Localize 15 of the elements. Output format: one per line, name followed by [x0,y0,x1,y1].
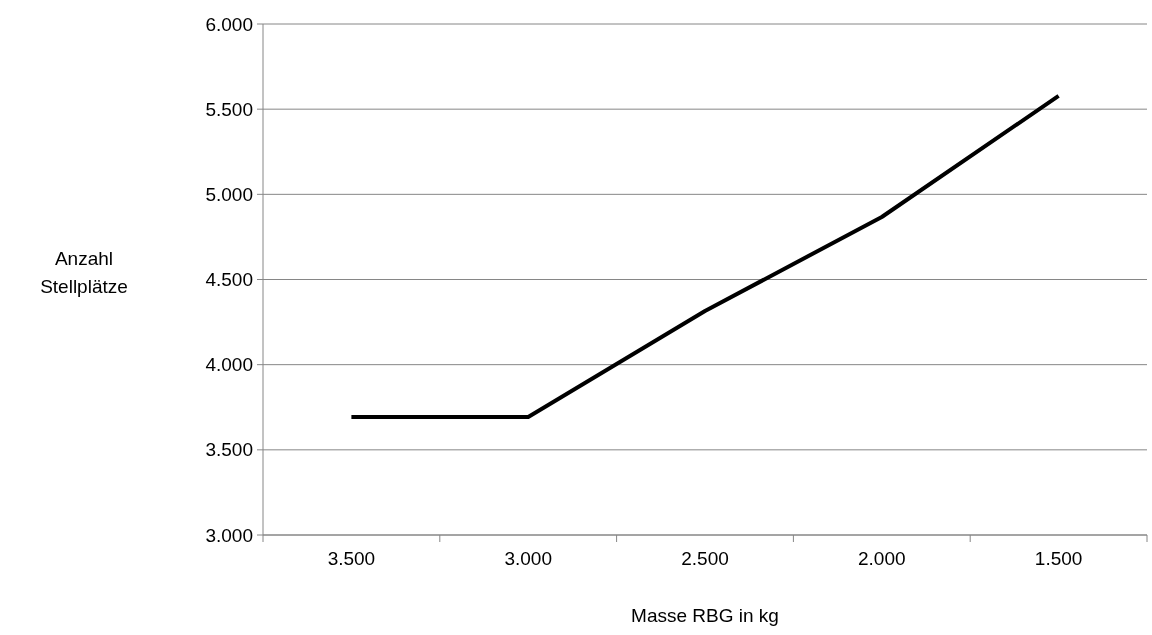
x-tick-label: 2.000 [858,548,906,569]
x-tick-label: 3.000 [504,548,552,569]
line-series [349,93,1061,419]
y-axis-title: Anzahl Stellplätze [40,248,128,297]
x-tick-label: 2.500 [681,548,729,569]
y-tick-label: 3.000 [205,524,253,546]
x-tick-label: 3.500 [327,548,376,569]
x-axis-title: Masse RBG in kg [631,605,779,626]
y-tick-label: 5.000 [205,183,253,205]
x-tick-label: 1.500 [1034,548,1083,569]
y-tick-label: 3.500 [205,439,253,461]
y-tick-label: 4.000 [205,354,253,376]
y-tick-label: 4.500 [205,269,253,291]
y-tick-label: 5.500 [205,98,253,120]
y-tick-label: 6.000 [205,13,253,35]
